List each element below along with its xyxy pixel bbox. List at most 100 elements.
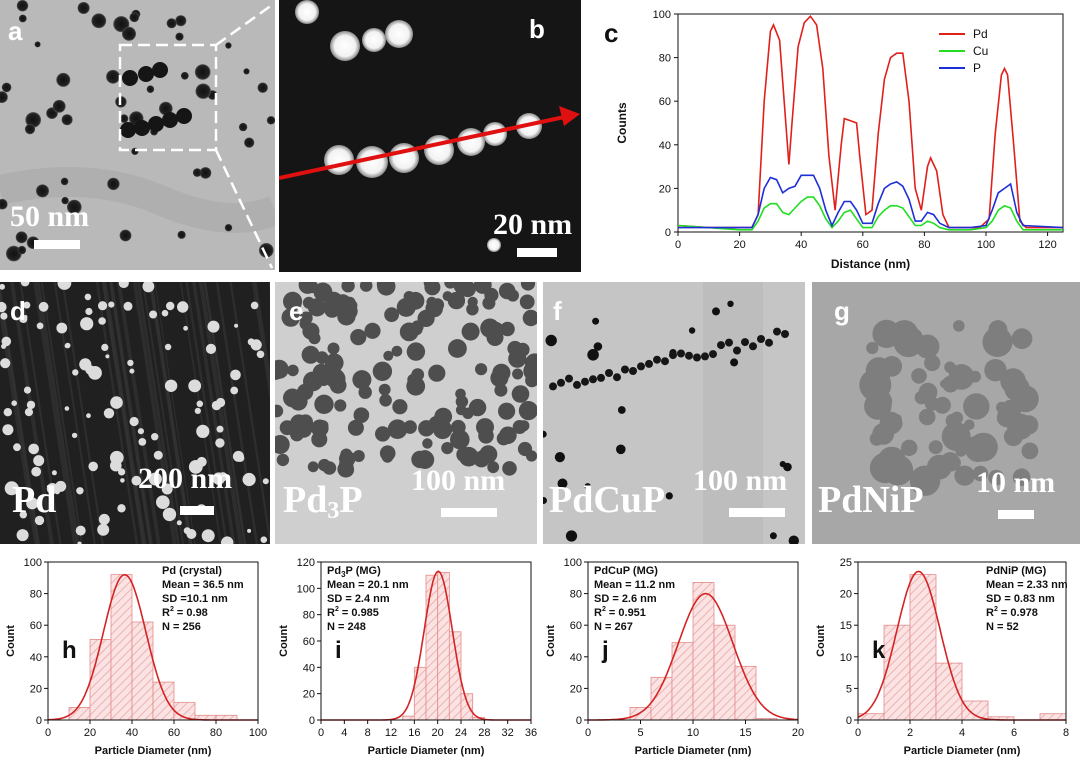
gaussian-fit-curve <box>588 592 799 721</box>
histogram-bar <box>89 639 112 721</box>
tem-image-a <box>0 0 275 262</box>
nanoparticle <box>520 282 536 291</box>
nanoparticle <box>403 291 415 302</box>
nanoparticle <box>384 307 399 323</box>
nanoparticle <box>71 432 78 439</box>
annotation-line: R2 = 0.978 <box>986 606 1038 619</box>
nanoparticle <box>275 435 290 454</box>
nanoparticle <box>19 511 27 519</box>
nanoparticle <box>383 350 394 361</box>
nanoparticle <box>31 466 42 477</box>
nanoparticle <box>381 451 394 463</box>
haadf-image-b <box>279 0 580 252</box>
nanoparticle <box>1 336 12 347</box>
nanoparticle <box>34 515 45 526</box>
nanoparticle <box>24 408 33 417</box>
nanoparticle <box>450 419 466 435</box>
y-tick-label: 80 <box>570 589 582 601</box>
nanoparticle <box>498 402 516 420</box>
nanoparticle <box>417 309 435 327</box>
nanoparticle-chain <box>701 352 709 361</box>
material-label-e: Pd3P <box>283 478 363 525</box>
nanoparticle <box>230 386 239 395</box>
x-tick-label: 40 <box>126 727 138 739</box>
annotation-r-sup: 2 <box>602 606 606 613</box>
nanoparticle <box>882 454 914 486</box>
nanoparticle <box>108 301 115 308</box>
histogram-bar <box>425 574 439 721</box>
panel-f: f 100 nm PdCuP <box>543 282 805 544</box>
series-line-cu <box>677 196 1063 231</box>
nanoparticle <box>424 282 441 296</box>
nanoparticle <box>257 82 268 93</box>
nanoparticle <box>225 42 232 49</box>
nanoparticle <box>359 282 373 292</box>
nanoparticle <box>151 433 159 441</box>
nanoparticle <box>118 282 129 289</box>
zoom-lines <box>118 3 274 269</box>
nanoparticle <box>180 71 189 80</box>
nanoparticle <box>212 472 225 485</box>
nanoparticle <box>175 15 187 27</box>
nanoparticle <box>120 478 125 483</box>
nanoparticle <box>256 350 265 359</box>
nanoparticle <box>352 450 365 462</box>
nanoparticle <box>314 394 334 414</box>
nanoparticle <box>247 528 252 533</box>
nanoparticle-chain <box>693 353 701 362</box>
nanoparticle <box>238 122 248 132</box>
y-tick-label: 80 <box>303 610 315 622</box>
nanoparticle <box>914 390 929 405</box>
histogram-bar <box>629 706 652 721</box>
y-tick-label: 80 <box>659 53 671 65</box>
panel-label-e: e <box>289 296 304 326</box>
substrate-streak <box>19 282 62 544</box>
nanoparticle <box>911 368 927 384</box>
x-axis-label: Distance (nm) <box>831 257 910 271</box>
nanoparticle <box>302 296 315 309</box>
nanoparticle <box>244 137 255 148</box>
chart-j-histogram: 0 5 10 15 20 0 20 40 60 80 100 Particle Diameter (n… <box>545 557 804 757</box>
nanoparticle <box>138 438 147 446</box>
nanoparticle-chain <box>717 341 725 350</box>
nanoparticle <box>519 294 535 310</box>
panel-a: a 50 nm <box>0 0 275 270</box>
nanoparticle <box>11 400 17 406</box>
nanoparticle <box>131 475 142 486</box>
nanoparticle-chain <box>605 369 613 377</box>
annotation-line: Mean = 2.33 nm <box>986 579 1068 591</box>
nanoparticle <box>372 361 393 381</box>
nanoparticle-chain <box>581 377 589 386</box>
annotation-r-value: = 0.98 <box>174 607 208 619</box>
nanoparticle <box>352 370 372 390</box>
nanoparticle <box>554 452 565 463</box>
annotation-r: R <box>327 607 335 619</box>
x-tick-label: 4 <box>341 727 347 739</box>
annotation-title-sub: 3 <box>341 570 346 579</box>
nanoparticle-chain <box>741 338 749 347</box>
nanoparticle-chain <box>122 70 138 86</box>
nanoparticle <box>122 26 136 41</box>
substrate-streak <box>109 282 153 544</box>
nanoparticle <box>0 358 11 369</box>
panel-d: d 200 nm Pd <box>0 282 270 544</box>
nanoparticle <box>466 303 479 316</box>
nanoparticle <box>127 359 134 367</box>
nanoparticle <box>15 231 28 244</box>
series-line-p <box>678 174 1064 229</box>
histogram-bar <box>692 582 715 721</box>
nanoparticle <box>301 345 320 364</box>
panel-label-a: a <box>8 16 23 46</box>
nanoparticle <box>242 472 256 487</box>
x-tick-label: 80 <box>918 239 930 251</box>
nanoparticle <box>872 319 901 348</box>
scale-bar-g <box>998 510 1034 519</box>
chart-c-line-scan: c 0 20 40 60 80 100 120 0 20 40 60 80 100 Distance (nm… <box>604 9 1064 271</box>
scan-line-arrow <box>279 114 570 180</box>
annotation-line: SD = 2.4 nm <box>327 593 390 605</box>
nanoparticle <box>953 320 965 332</box>
nanoparticle <box>23 301 31 309</box>
nanoparticle <box>188 460 203 474</box>
nanoparticle <box>194 64 211 80</box>
nanoparticle <box>137 428 144 435</box>
